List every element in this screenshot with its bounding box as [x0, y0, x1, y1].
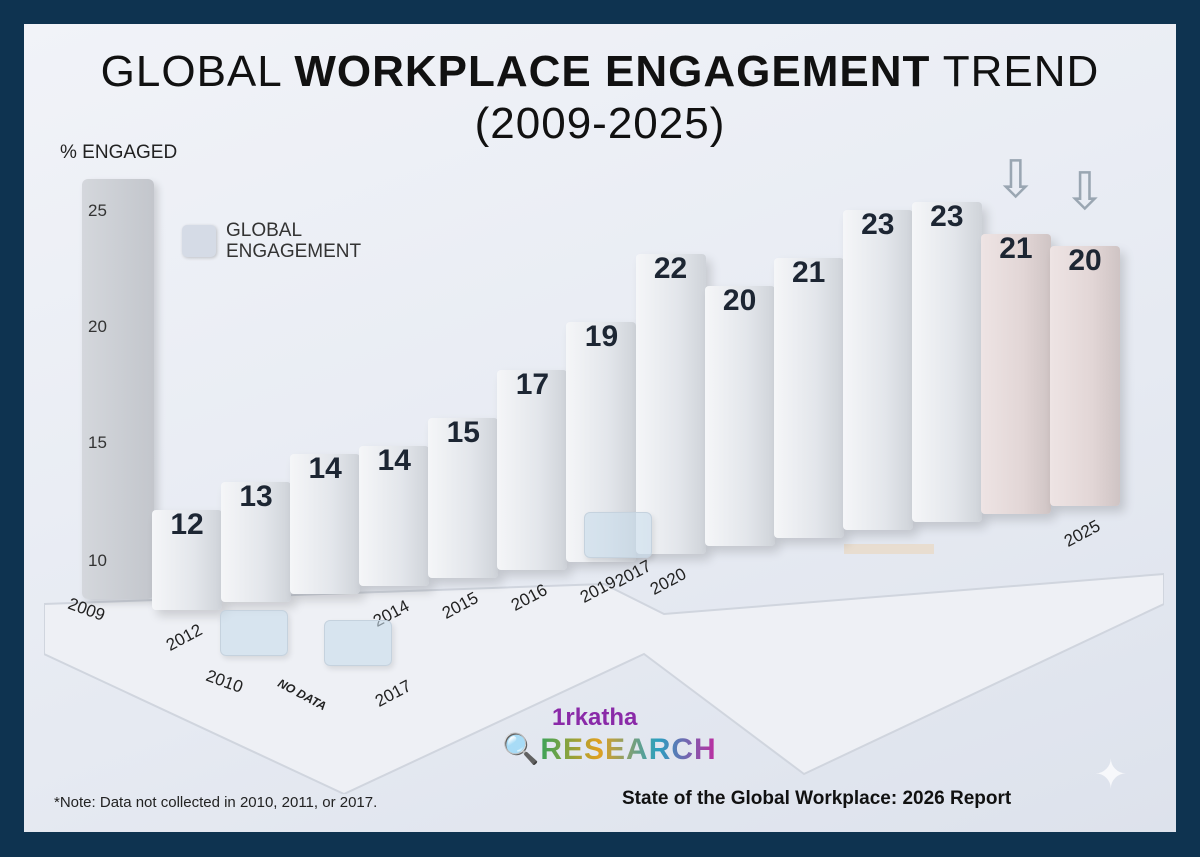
bar-value-label: 15: [446, 416, 480, 449]
bar-value-label: 14: [377, 444, 411, 477]
bar-value-label: 19: [584, 320, 619, 353]
y-tick: 10: [88, 551, 107, 570]
bar: [152, 510, 222, 610]
sparkle-icon: ✦: [1094, 753, 1128, 797]
bar-value-label: 12: [170, 508, 204, 541]
y-tick: 25: [88, 201, 107, 220]
bar: [842, 210, 913, 530]
bar-value-label: 22: [653, 252, 688, 285]
logo: 1rkatha 🔍RESEARCH: [502, 704, 717, 767]
down-arrow-icon: ⇩: [993, 151, 1038, 209]
title-pre: GLOBAL: [100, 47, 295, 96]
logo-bottom: 🔍RESEARCH: [502, 733, 717, 766]
bar-value-label: 23: [861, 208, 895, 241]
bar: [635, 254, 706, 554]
bar-value-label: 20: [722, 284, 757, 317]
bar-value-label: 20: [1068, 244, 1102, 277]
bar-value-label: 21: [999, 232, 1033, 265]
bar: [428, 418, 499, 578]
title-years: (2009-2025): [474, 99, 726, 148]
bar: [980, 234, 1051, 514]
no-data-marker-2017b: [584, 512, 652, 558]
legend-swatch: [182, 225, 216, 257]
no-data-marker-2010: [220, 610, 288, 656]
bar-value-label: 21: [792, 256, 826, 289]
logo-top: 1rkatha: [552, 704, 638, 731]
bar-value-label: 23: [930, 200, 964, 233]
y-axis-column: 25 20 15 10: [82, 179, 154, 599]
chart-title: GLOBAL WORKPLACE ENGAGEMENT TREND (2009-…: [24, 46, 1176, 150]
bar: [1050, 246, 1120, 506]
bar: [359, 446, 430, 586]
y-axis-label: % ENGAGED: [60, 142, 178, 163]
bar: [911, 202, 982, 522]
legend: GLOBAL ENGAGEMENT: [182, 220, 366, 262]
bar-value-label: 17: [515, 368, 550, 401]
legend-label: GLOBAL ENGAGEMENT: [226, 220, 362, 262]
no-data-marker-2017: [324, 620, 392, 666]
y-tick: 15: [88, 433, 107, 452]
title-bold: WORKPLACE ENGAGEMENT: [294, 47, 931, 96]
footnote: *Note: Data not collected in 2010, 2011,…: [54, 794, 378, 811]
bar: [497, 370, 568, 570]
bar: [290, 454, 361, 594]
down-arrow-icon: ⇩: [1063, 163, 1107, 221]
bar: [221, 482, 292, 602]
bar-value-label: 14: [308, 452, 342, 485]
infographic-card: GLOBAL WORKPLACE ENGAGEMENT TREND (2009-…: [24, 24, 1176, 832]
bar: [704, 286, 775, 546]
y-tick: 20: [88, 317, 107, 336]
title-post: TREND: [930, 47, 1100, 96]
source-credit: State of the Global Workplace: 2026 Repo…: [622, 788, 1012, 809]
bar-value-label: 13: [239, 480, 273, 513]
bar: [773, 258, 844, 538]
